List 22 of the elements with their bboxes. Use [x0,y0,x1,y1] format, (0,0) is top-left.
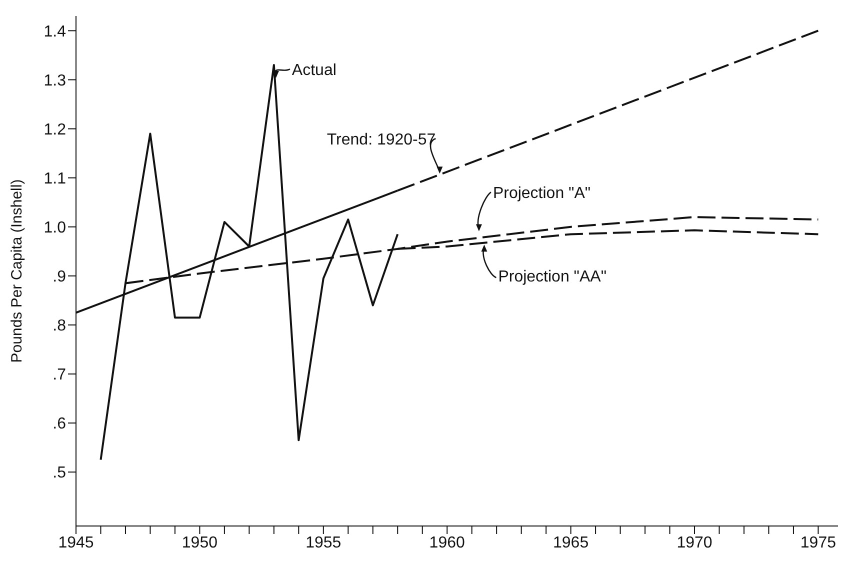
y-tick-label: .8 [52,318,66,335]
x-tick-label: 1975 [800,534,836,552]
y-tick-label: 1.1 [44,170,66,188]
y-tick-label: .7 [52,366,66,384]
x-tick-label: 1950 [182,534,218,552]
y-tick-label: 1.3 [44,72,66,90]
x-tick-label: 1970 [676,534,712,552]
x-tick-label: 1945 [58,534,94,552]
series-label: Projection "AA" [498,268,607,286]
series-label: Trend: 1920-57 [326,132,436,149]
y-axis-title: Pounds Per Capita (Inshell) [8,179,26,363]
x-tick-label: 1965 [553,534,589,552]
series-label: Projection "A" [492,185,591,202]
x-tick-label: 1955 [306,534,342,552]
y-tick-label: 1.4 [44,23,66,40]
y-tick-label: .9 [52,268,66,286]
y-tick-label: 1.0 [44,220,66,237]
y-tick-label: .5 [52,464,66,482]
legend-label: Actual [292,62,336,80]
y-tick-label: 1.2 [44,121,66,138]
x-tick-label: 1960 [429,534,465,552]
y-tick-label: .6 [52,416,66,433]
